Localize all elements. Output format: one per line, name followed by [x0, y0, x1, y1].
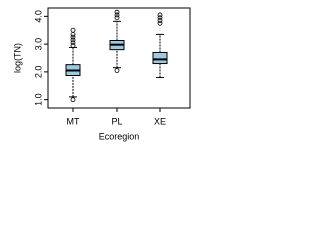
x-axis-label: Ecoregion	[99, 131, 140, 141]
y-tick-label: 2.0	[33, 66, 43, 79]
page: {"chart_data": {"type": "box", "x_label"…	[12, 7, 191, 142]
outlier	[114, 68, 120, 73]
plot-frame	[47, 7, 191, 109]
outlier	[70, 34, 76, 40]
outlier	[114, 9, 120, 15]
box	[152, 51, 168, 65]
y-tick-label: 3.0	[33, 38, 43, 51]
outlier	[70, 37, 76, 43]
outlier	[157, 20, 163, 26]
x-tick-label: PL	[111, 116, 122, 126]
outlier	[70, 27, 76, 33]
chart: Ecoregion log(TN) 1.0 2.0 3.0 4.0 MT PL XE	[12, 7, 191, 141]
x-tick-label: XE	[154, 116, 166, 126]
outlier	[70, 31, 76, 37]
outlier	[157, 15, 163, 21]
outlier	[70, 40, 76, 46]
y-tick-label: 1.0	[33, 93, 43, 106]
y-tick-label: 4.0	[33, 10, 43, 23]
outlier	[157, 12, 163, 18]
outlier	[114, 15, 120, 21]
outlier	[157, 18, 163, 23]
outlier	[70, 43, 76, 48]
x-tick-label: MT	[67, 116, 80, 126]
outlier	[70, 97, 76, 103]
y-axis-label: log(TN)	[12, 43, 22, 73]
outlier	[114, 12, 120, 18]
